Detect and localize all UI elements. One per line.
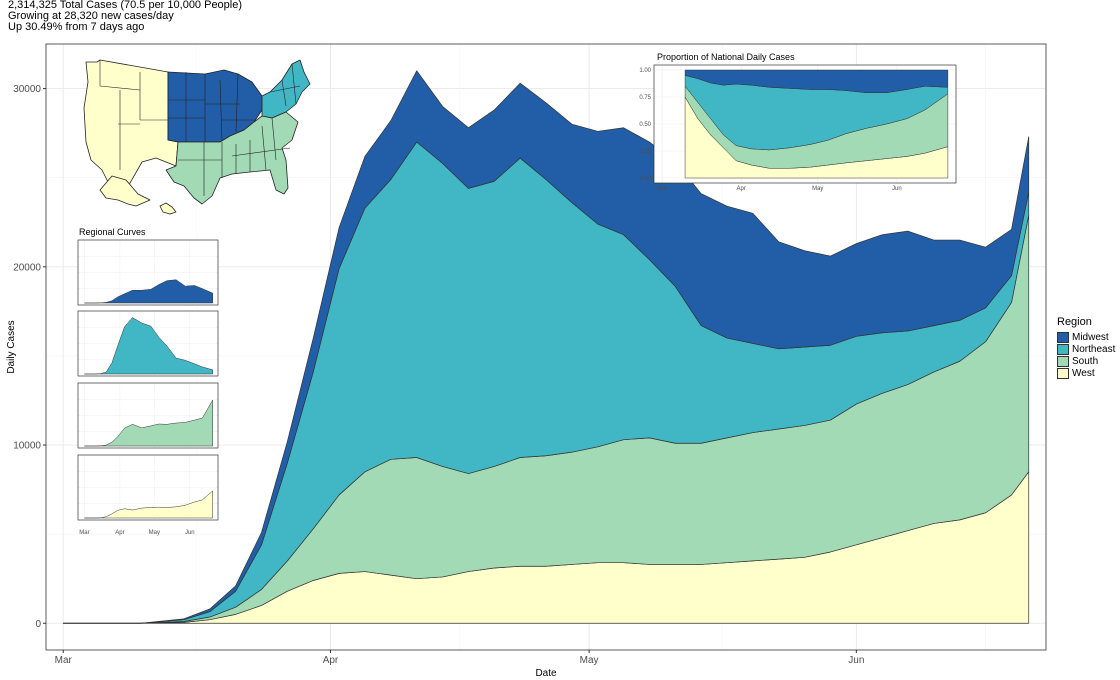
map-west-region (83, 59, 179, 191)
regional-panel-border-south (77, 382, 219, 449)
proportion-x-tick-label-1: Apr (737, 186, 746, 192)
headline: 2,314,325 Total Cases (70.5 per 10,000 P… (8, 0, 242, 33)
legend-swatch-midwest (1057, 331, 1069, 343)
regional-x-tick-label-0: Mar (79, 530, 89, 536)
legend-label-midwest: Midwest (1072, 331, 1109, 343)
regional-area-south (84, 399, 213, 447)
proportion-inset-border (653, 64, 957, 184)
map-state-borders-1 (168, 72, 254, 142)
map-alaska (99, 175, 151, 207)
regional-area-northeast (84, 317, 213, 375)
legend-label-northeast: Northeast (1072, 343, 1116, 355)
proportion-inset-title: Proportion of National Daily Cases (657, 52, 795, 62)
proportion-x-tick-label-3: Jun (892, 186, 902, 192)
legend-item-northeast: Northeast (1057, 343, 1115, 355)
plot-border (45, 43, 1047, 651)
map-south-region (165, 111, 299, 205)
map-state-borders-0 (99, 60, 168, 170)
legend-swatch-northeast (1057, 343, 1069, 355)
regional-area-midwest (84, 279, 213, 304)
proportion-y-tick-label-4: 1.00 (639, 68, 651, 74)
regional-x-tick-label-3: Jun (185, 530, 195, 536)
legend-item-midwest: Midwest (1057, 331, 1115, 343)
regional-panel-border-northeast (77, 310, 219, 377)
x-tick-label-2: May (580, 655, 599, 666)
proportion-area-midwest (684, 69, 949, 93)
regional-area-west (84, 490, 213, 519)
legend-title: Region (1057, 316, 1092, 328)
regional-x-tick-label-1: Apr (115, 530, 124, 536)
regional-inset-title: Regional Curves (79, 227, 146, 237)
legend-item-west: West (1057, 367, 1115, 379)
legend-swatch-south (1057, 355, 1069, 367)
proportion-y-tick-label-0: 0.00 (639, 176, 651, 182)
headline-growth: Growing at 28,320 new cases/day (8, 10, 174, 22)
regional-x-tick-label-2: May (149, 530, 160, 536)
regional-panel-border-west (77, 454, 219, 521)
proportion-x-tick-label-2: May (812, 186, 823, 192)
proportion-y-tick-label-1: 0.25 (639, 149, 651, 155)
proportion-y-tick-label-3: 0.75 (639, 95, 651, 101)
y-tick-label-0: 0 (35, 619, 41, 630)
regional-panel-border-midwest (77, 239, 219, 306)
x-tick-label-3: Jun (848, 655, 864, 666)
proportion-y-tick-label-2: 0.50 (639, 122, 651, 128)
map-state-borders-3 (269, 63, 301, 107)
headline-change: Up 30.49% from 7 days ago (8, 21, 145, 33)
legend-label-south: South (1072, 355, 1099, 367)
y-axis-title: Daily Cases (6, 320, 17, 373)
legend: Region Midwest Northeast South West (1057, 316, 1115, 379)
proportion-x-tick-label-0: Mar (657, 186, 667, 192)
proportion-areas (684, 69, 949, 179)
map-hawaii (159, 202, 177, 215)
area-midwest (62, 70, 1030, 624)
x-axis-title: Date (535, 668, 557, 679)
us-regions-map (83, 59, 311, 215)
y-tick-label-3: 30000 (13, 84, 41, 95)
legend-item-south: South (1057, 355, 1115, 367)
legend-label-west: West (1072, 367, 1095, 379)
y-tick-label-2: 20000 (13, 262, 41, 273)
y-tick-label-1: 10000 (13, 441, 41, 452)
x-tick-label-1: Apr (323, 655, 339, 666)
legend-swatch-west (1057, 367, 1069, 379)
map-state-borders-2 (178, 117, 291, 196)
x-tick-label-0: Mar (55, 655, 73, 666)
headline-total: 2,314,325 Total Cases (70.5 per 10,000 P… (8, 0, 243, 11)
